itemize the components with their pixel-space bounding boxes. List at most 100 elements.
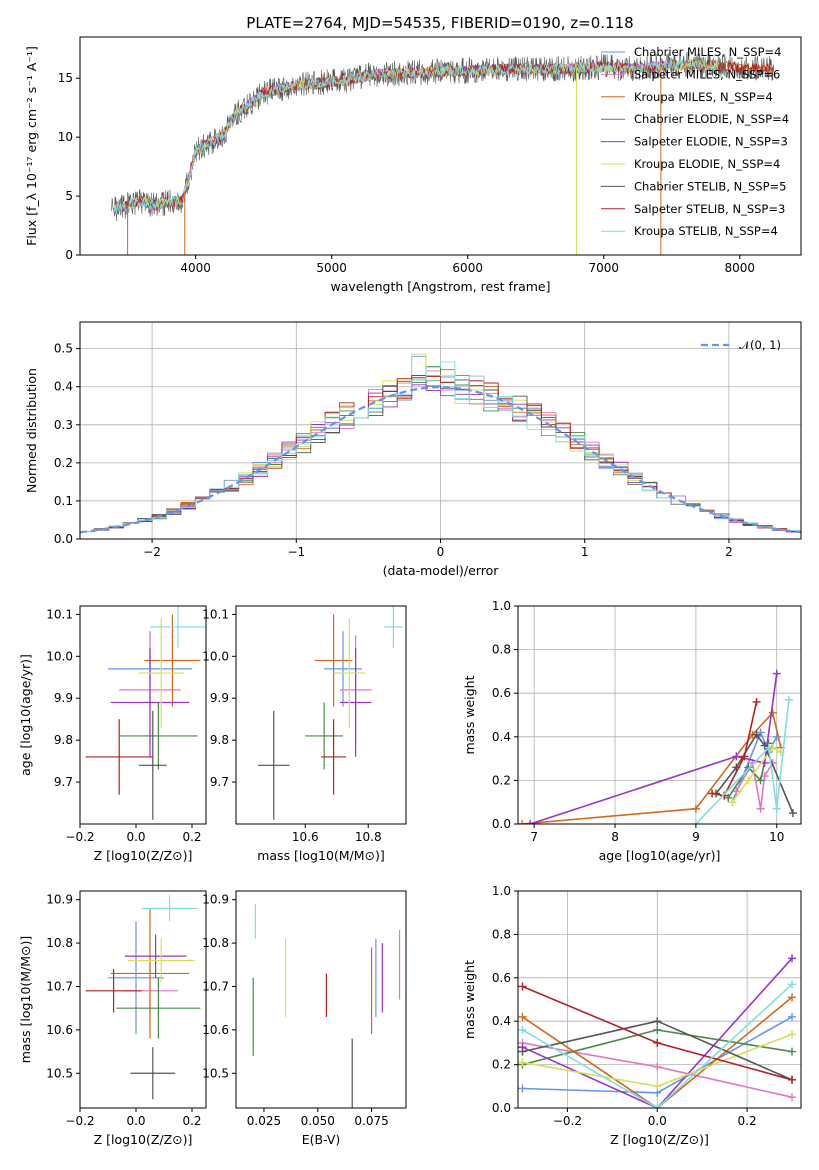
weight-vs-age-marker-2-3 — [768, 708, 777, 717]
weight-vs-age-marker-3-0 — [724, 793, 733, 802]
weight-vs-age-series-8 — [695, 699, 790, 824]
residuals-legend: 𝒩(0, 1) — [701, 338, 781, 352]
mass-vs-ebv-xtick-label-0: 0.025 — [247, 1114, 281, 1128]
weight-vs-Z-series-8 — [522, 983, 793, 1108]
age-vs-mass-plot-area — [258, 606, 403, 820]
age-vs-mass-axes: 10.6 10.8 9.7 9.8 9.9 10.0 10.1 mass [log10(M/M… — [202, 605, 407, 863]
mass-vs-Z-point-3 — [116, 977, 201, 1039]
spectrum-axes: 4000 5000 6000 7000 8000 0 5 10 15 wavelength [An… — [24, 36, 802, 294]
weight-vs-Z-marker-7-2 — [788, 1075, 797, 1084]
weight-vs-age-marker-8-0 — [691, 820, 700, 824]
residuals-plot-area — [80, 353, 801, 534]
age-vs-Z-ytick-label-3: 10.0 — [46, 649, 73, 663]
residuals-xtick-label-4: 2 — [725, 545, 733, 559]
age-vs-Z-ytick-label-1: 9.8 — [54, 733, 73, 747]
weight-vs-Z-marker-2-0 — [518, 1012, 527, 1021]
mass-vs-Z-frame — [79, 890, 207, 1109]
weight-vs-Z-marker-1-2 — [788, 1093, 797, 1102]
weight-vs-Z-marker-8-2 — [788, 980, 797, 989]
spectrum-legend-entry-4: Salpeter ELODIE, N_SSP=3 — [634, 135, 788, 149]
weight-vs-Z-frame — [517, 890, 802, 1109]
mass-vs-Z-xtick-label-1: 0.0 — [126, 1114, 145, 1128]
residuals-axes: −2 −1 0 1 2 0.0 0.1 0.2 0.3 0.4 0.5 (data-model)/er… — [24, 321, 802, 578]
mass-vs-Z-point-5 — [127, 938, 195, 983]
age-vs-Z-ytick-label-4: 10.1 — [46, 607, 73, 621]
age-vs-mass-ytick-label-2: 9.9 — [210, 691, 229, 705]
spectrum-ytick-label-1: 5 — [65, 189, 73, 203]
weight-vs-age-marker-1-2 — [756, 804, 765, 813]
weight-vs-Z-ytick-label-3: 0.6 — [492, 971, 511, 985]
spectrum-line-kroupa-stelib — [113, 57, 720, 214]
mass-vs-ebv-ytick-label-4: 10.9 — [202, 893, 229, 907]
mass-vs-ebv-xtick-label-2: 0.075 — [354, 1114, 388, 1128]
mass-vs-Z-axes: −0.2 0.0 0.2 10.5 10.6 10.7 10.8 10.9 Z [log10(Z… — [18, 890, 207, 1147]
weight-vs-Z-marker-5-0 — [518, 1058, 527, 1067]
weight-vs-Z-marker-0-0 — [518, 1084, 527, 1093]
age-vs-Z-point-5 — [138, 618, 184, 728]
spectrum-xtick-label-1: 5000 — [316, 261, 347, 275]
weight-vs-age-ytick-label-3: 0.6 — [492, 686, 511, 700]
weight-vs-Z-ytick-label-1: 0.2 — [492, 1058, 511, 1072]
spectrum-xtick-label-3: 7000 — [588, 261, 619, 275]
spectrum-xtick-label-0: 4000 — [180, 261, 211, 275]
weight-vs-age-marker-5-1 — [744, 776, 753, 785]
age-vs-mass-frame — [235, 605, 407, 825]
weight-vs-age-series-5 — [731, 746, 782, 803]
weight-vs-age-marker-6-2 — [752, 730, 761, 739]
weight-vs-age-axes: 7 8 9 10 0.0 0.2 0.4 0.6 0.8 1.0 age [log10(age/yr… — [462, 599, 802, 863]
age-vs-Z-ylabel: age [log10(age/yr)] — [18, 654, 33, 776]
spectrum-legend-entry-6: Chabrier STELIB, N_SSP=5 — [634, 179, 786, 193]
residuals-ytick-label-4: 0.4 — [54, 380, 73, 394]
mass-vs-Z-xtick-label-0: −0.2 — [65, 1114, 94, 1128]
residuals-ytick-label-5: 0.5 — [54, 342, 73, 356]
mass-vs-Z-point-0 — [108, 921, 164, 1035]
age-vs-mass-point-8 — [383, 606, 403, 648]
age-vs-Z-frame — [79, 605, 207, 825]
weight-vs-age-marker-6-3 — [760, 741, 769, 750]
age-vs-mass-point-2 — [314, 614, 353, 707]
spectrum-legend-entry-5: Kroupa ELODIE, N_SSP=4 — [634, 157, 780, 171]
weight-vs-Z-marker-8-0 — [518, 1025, 527, 1034]
weight-vs-age-ytick-label-4: 0.8 — [492, 643, 511, 657]
spectrum-legend-entry-8: Kroupa STELIB, N_SSP=4 — [634, 224, 778, 238]
mass-vs-Z-ylabel: mass [log10(M/M⊙)] — [18, 936, 33, 1064]
spectrum-xtick-label-2: 6000 — [452, 261, 483, 275]
weight-vs-age-xlabel: age [log10(age/yr)] — [599, 848, 721, 863]
age-vs-Z-point-8 — [150, 606, 206, 648]
weight-vs-Z-marker-3-1 — [653, 1025, 662, 1034]
mass-vs-ebv-ytick-label-0: 10.5 — [202, 1066, 229, 1080]
age-vs-Z-ytick-label-2: 9.9 — [54, 691, 73, 705]
residuals-normal-curve — [80, 385, 801, 534]
weight-vs-Z-marker-4-2 — [788, 954, 797, 963]
age-vs-Z-xtick-label-2: 0.2 — [182, 830, 201, 844]
residuals-ylabel: Normed distribution — [24, 368, 39, 493]
mass-vs-ebv-xtick-label-1: 0.050 — [301, 1114, 335, 1128]
spectrum-legend: Chabrier MILES, N_SSP=4 Salpeter MILES, N… — [601, 45, 789, 238]
weight-vs-Z-marker-6-0 — [518, 1047, 527, 1056]
mass-vs-Z-ytick-label-4: 10.9 — [46, 893, 73, 907]
weight-vs-Z-xtick-label-0: −0.2 — [553, 1114, 582, 1128]
spectrum-legend-entry-3: Chabrier ELODIE, N_SSP=4 — [634, 112, 789, 126]
weight-vs-age-ytick-label-0: 0.0 — [492, 817, 511, 831]
weight-vs-Z-marker-8-1 — [653, 1104, 662, 1108]
weight-vs-Z-xlabel: Z [log10(Z/Z⊙)] — [610, 1132, 709, 1147]
weight-vs-age-series-7 — [711, 701, 758, 797]
weight-vs-Z-xtick-label-1: 0.0 — [648, 1114, 667, 1128]
mass-vs-ebv-plot-area — [252, 904, 401, 1108]
weight-vs-age-marker-8-3 — [784, 695, 793, 704]
weight-vs-age-marker-8-1 — [764, 743, 773, 752]
weight-vs-Z-plot-area — [518, 954, 797, 1108]
weight-vs-Z-xtick-label-2: 0.2 — [738, 1114, 757, 1128]
weight-vs-Z-marker-1-1 — [653, 1062, 662, 1071]
age-vs-mass-xtick-label-0: 10.6 — [292, 830, 319, 844]
weight-vs-age-marker-8-2 — [772, 804, 781, 813]
weight-vs-age-xtick-label-0: 7 — [530, 830, 538, 844]
mass-vs-Z-ytick-label-3: 10.8 — [46, 936, 73, 950]
mass-vs-ebv-ytick-label-1: 10.6 — [202, 1023, 229, 1037]
residuals-xtick-label-1: −1 — [287, 545, 305, 559]
age-vs-mass-point-7 — [321, 719, 347, 795]
weight-vs-age-frame — [517, 605, 802, 825]
spectrum-xtick-label-4: 8000 — [725, 261, 756, 275]
